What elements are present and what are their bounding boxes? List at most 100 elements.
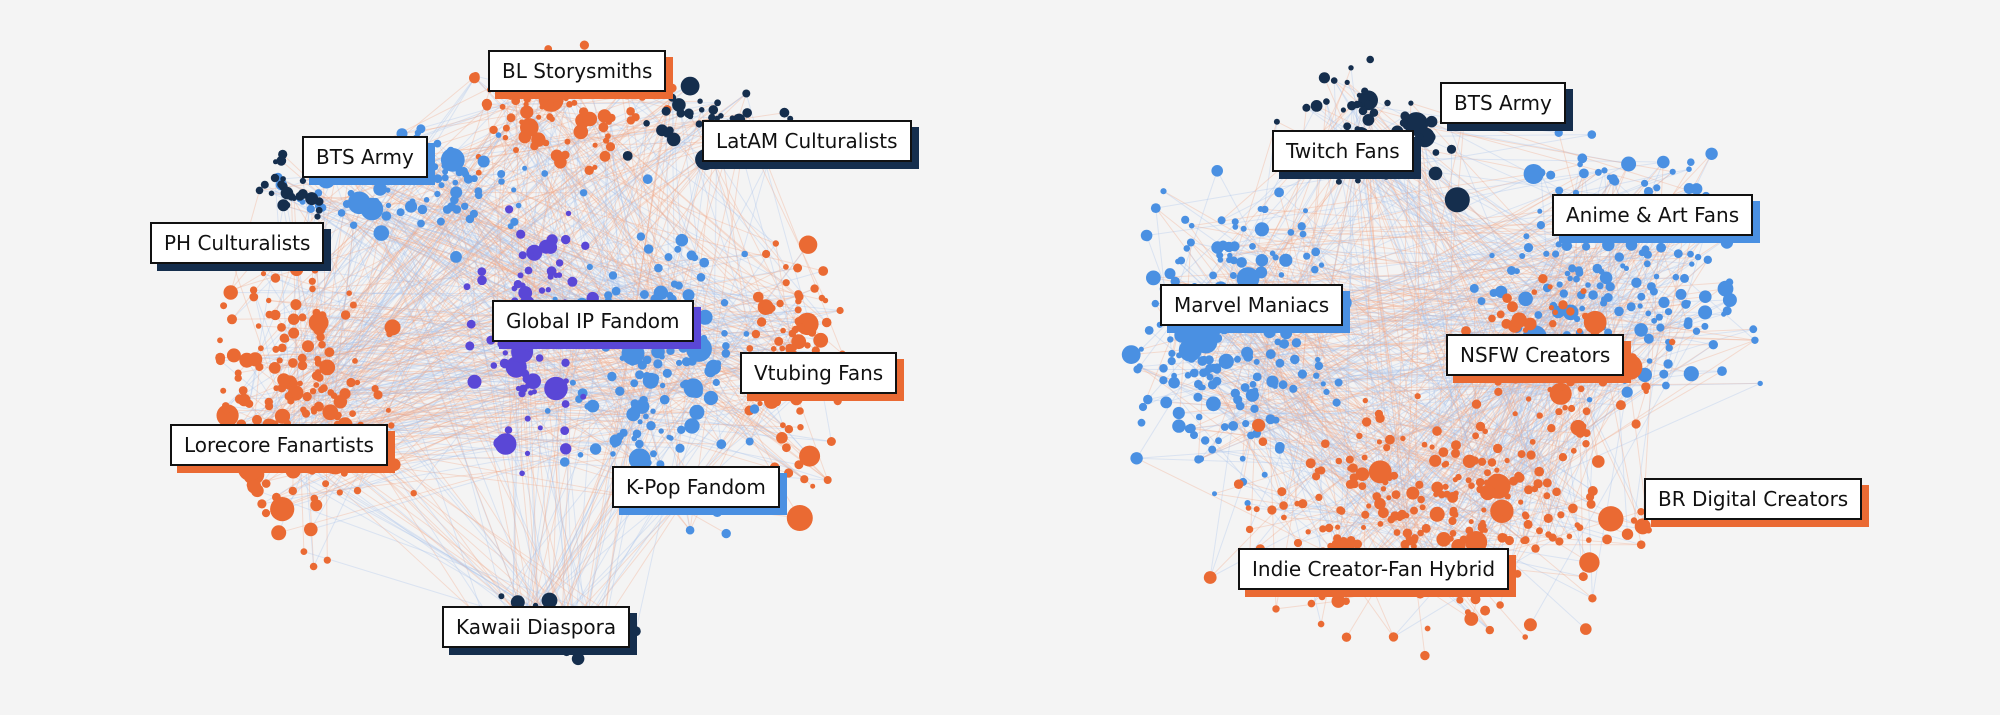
network-node [772,240,779,247]
network-edge [1618,310,1661,329]
network-node [423,197,430,203]
network-node [1307,599,1316,608]
network-node [1245,525,1254,534]
network-edge [330,91,628,393]
network-node [1249,243,1256,250]
network-node [507,94,514,100]
network-edge [1249,255,1493,555]
network-edge [539,427,587,623]
network-node [749,404,760,414]
network-node [1429,454,1442,467]
network-edge [323,170,421,389]
network-node [268,362,281,374]
network-edge [1387,339,1582,568]
network-edge [1463,371,1612,541]
network-node [784,468,794,478]
network-node [1212,365,1222,374]
network-node [288,486,297,496]
network-node [1184,372,1192,379]
network-node [1653,273,1660,280]
network-edge [255,204,364,431]
network-edge [672,147,715,498]
network-edge [295,61,609,394]
network-node [1658,296,1670,308]
network-node [1531,544,1540,553]
network-edge [1410,102,1584,292]
network-node [1464,612,1479,626]
network-edge [521,383,687,474]
network-node [607,371,617,382]
network-node [314,369,322,376]
network-node [1555,408,1563,416]
network-node [1582,407,1591,416]
network-node [1521,536,1530,545]
network-node [1598,506,1624,532]
network-node [1399,118,1408,127]
network-node [782,279,790,287]
network-edge [325,69,535,484]
network-node [677,425,686,434]
network-node [436,217,445,226]
network-node [581,241,590,250]
network-edge [241,411,697,425]
network-node [1220,423,1229,431]
network-node [1609,174,1618,183]
network-node [1347,101,1357,111]
network-node [1137,418,1146,427]
network-edge [299,198,532,256]
network-node [465,341,475,351]
network-node [313,382,320,388]
network-node [396,208,405,217]
network-edge [1163,190,1594,492]
network-edge [314,169,421,271]
network-edge [1245,321,1351,460]
network-edge [283,204,609,301]
network-edge [524,397,712,620]
network-node [1631,419,1641,429]
network-node [302,392,312,402]
network-node [538,287,546,294]
network-node [1453,490,1459,497]
network-node [721,528,731,539]
network-edge [630,102,718,121]
network-node [741,250,748,258]
network-node [546,113,554,121]
network-edge [564,323,808,432]
network-edge [630,85,691,112]
network-node [813,332,829,348]
network-node [573,124,589,140]
network-edge [503,363,614,455]
network-edge [1483,370,1723,511]
network-node [1240,225,1247,232]
network-node [1559,289,1569,298]
network-edge [1558,132,1617,352]
network-node [1250,404,1259,413]
network-node [261,508,271,518]
network-node [1138,346,1144,352]
network-node [333,413,341,421]
network-node [1552,309,1558,316]
network-edge [1362,110,1581,528]
network-node [277,323,286,332]
network-edge [377,394,588,407]
network-node [1699,290,1712,304]
network-node [784,425,794,434]
network-node [1651,317,1658,324]
network-node [1543,513,1553,524]
network-node [599,150,611,162]
network-node [1577,161,1583,168]
network-node [1481,507,1487,513]
network-node [1524,485,1534,495]
network-node [1275,358,1285,368]
network-node [1364,100,1374,109]
network-edge [226,77,475,411]
network-edge [459,129,494,173]
network-node [511,285,518,292]
network-node [663,130,671,138]
network-node [1523,519,1533,529]
network-edge [309,91,623,437]
network-node [779,345,786,352]
network-edge [510,225,718,513]
network-edge [266,381,475,427]
network-node [1440,538,1449,546]
